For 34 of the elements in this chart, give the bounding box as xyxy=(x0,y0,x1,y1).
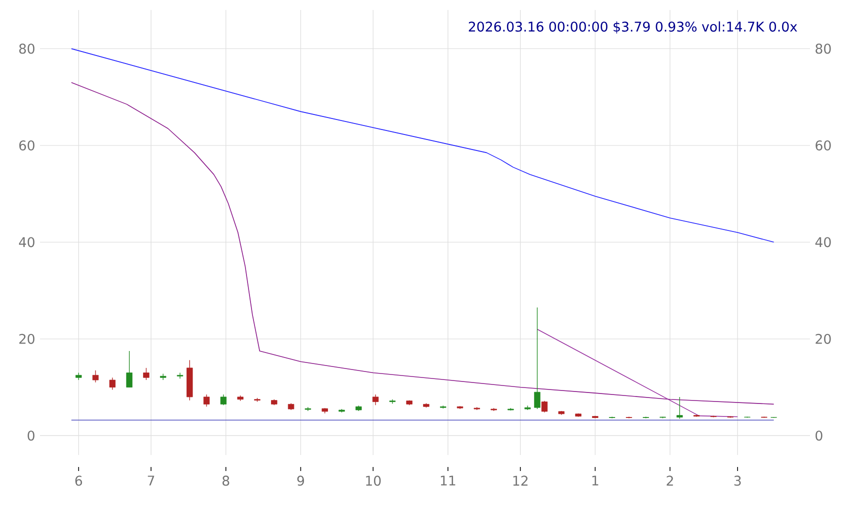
x-tick-label: 9 xyxy=(297,476,304,486)
candlestick xyxy=(143,368,150,380)
x-tick-label: 12 xyxy=(513,476,528,486)
x-tick-label: 7 xyxy=(148,476,154,486)
y-tick-label: 40 xyxy=(18,237,34,248)
y-tick-label: 20 xyxy=(19,334,34,344)
candlestick xyxy=(109,377,116,390)
y2-tick-label: 40 xyxy=(815,237,831,248)
y2-tick-label: 60 xyxy=(816,140,831,150)
y-tick-label: 60 xyxy=(19,140,34,150)
x-tick-label: 3 xyxy=(734,476,741,486)
candlestick xyxy=(541,400,548,413)
x-tick-label: 1 xyxy=(592,476,598,486)
y-tick-label: 80 xyxy=(19,44,34,54)
x-tick-label: 6 xyxy=(75,476,82,486)
candlestick xyxy=(203,394,210,407)
x-tick-label: 10 xyxy=(366,476,381,486)
candlestick xyxy=(92,370,99,383)
x-tick-label: 2 xyxy=(666,476,673,486)
y2-tick-label: 80 xyxy=(816,44,831,54)
candlestick xyxy=(372,394,379,406)
y-tick-label: 0 xyxy=(28,430,34,441)
annotation: 2026.03.16 00:00:00 $3.79 0.93% vol:14.7K 0.0x xyxy=(468,21,798,34)
line-series xyxy=(70,48,774,243)
line-series xyxy=(70,82,774,405)
candlestick xyxy=(676,396,683,420)
candlestick xyxy=(176,372,184,379)
x-tick-label: 8 xyxy=(222,476,230,486)
y2-tick-label: 20 xyxy=(816,334,831,344)
y2-tick-label: 0 xyxy=(816,430,822,441)
x-tick-label: 11 xyxy=(440,476,456,486)
candlestick xyxy=(126,350,132,388)
candlestick xyxy=(534,307,540,410)
candlestick xyxy=(220,394,227,406)
